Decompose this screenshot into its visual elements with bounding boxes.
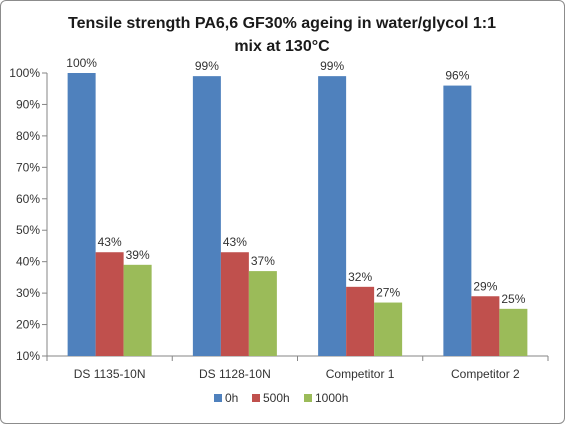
legend-label-0h: 0h xyxy=(225,391,238,405)
data-label: 96% xyxy=(445,69,469,83)
data-label: 99% xyxy=(195,59,219,73)
y-tick-label: 100% xyxy=(9,66,40,80)
chart-title-line-1: Tensile strength PA6,6 GF30% ageing in w… xyxy=(68,15,496,32)
x-category-label: DS 1128-10N xyxy=(199,367,271,381)
bar-1000h-2 xyxy=(248,271,277,356)
bars-group: 100% 43% 39% 99% 43% 37% 99% 32% 27% 96% 29% 25% xyxy=(66,56,528,357)
data-label: 43% xyxy=(223,235,247,249)
y-tick-label: 30% xyxy=(16,286,40,300)
x-category-label: Competitor 2 xyxy=(451,367,520,381)
bar-1000h-1 xyxy=(123,264,152,356)
bar-0h-4 xyxy=(443,85,472,357)
bar-500h-3 xyxy=(346,286,375,356)
legend-swatch-0h xyxy=(214,394,222,402)
data-label: 27% xyxy=(376,286,400,300)
bar-0h-1 xyxy=(67,73,96,356)
x-category-label: Competitor 1 xyxy=(326,367,395,381)
bar-500h-1 xyxy=(95,252,124,356)
y-tick-label: 90% xyxy=(16,97,40,111)
legend-swatch-500h xyxy=(252,394,260,402)
data-label: 39% xyxy=(126,248,150,262)
data-label: 43% xyxy=(98,235,122,249)
bar-0h-3 xyxy=(318,76,347,357)
data-label: 32% xyxy=(348,270,372,284)
y-tick-label: 80% xyxy=(16,129,40,143)
y-tick-label: 50% xyxy=(16,223,40,237)
data-label: 100% xyxy=(66,56,97,70)
y-tick-label: 40% xyxy=(16,255,40,269)
legend-swatch-1000h xyxy=(304,394,312,402)
bar-1000h-4 xyxy=(499,308,528,356)
data-label: 37% xyxy=(251,254,275,268)
y-tick-label: 10% xyxy=(16,349,40,363)
y-tick-label: 60% xyxy=(16,192,40,206)
y-tick-label: 70% xyxy=(16,160,40,174)
bar-1000h-3 xyxy=(374,302,403,356)
y-tick-label: 20% xyxy=(16,318,40,332)
legend: 0h 500h 1000h xyxy=(214,391,348,405)
bar-0h-2 xyxy=(192,76,221,357)
legend-label-1000h: 1000h xyxy=(315,391,348,405)
bar-500h-4 xyxy=(471,296,500,356)
x-category-label: DS 1135-10N xyxy=(74,367,146,381)
legend-label-500h: 500h xyxy=(263,391,290,405)
data-label: 99% xyxy=(320,59,344,73)
bar-500h-2 xyxy=(220,252,249,356)
data-label: 25% xyxy=(501,292,525,306)
chart-title-line-2: mix at 130°C xyxy=(234,38,330,55)
data-label: 29% xyxy=(473,279,497,293)
